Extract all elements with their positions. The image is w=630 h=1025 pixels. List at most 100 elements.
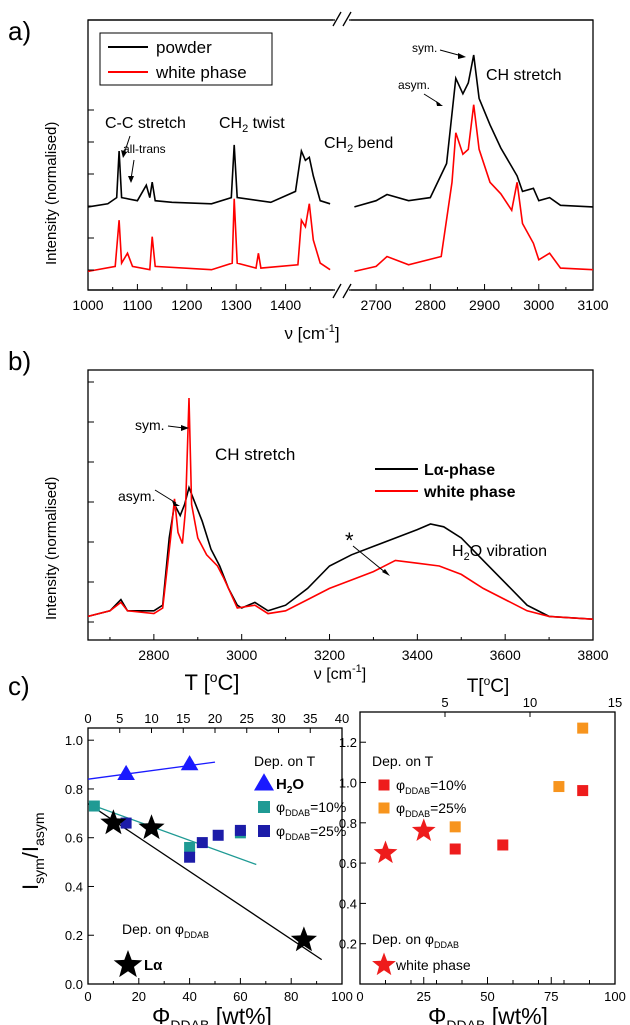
marker-square-brightred [577,785,589,797]
y-tick-label-c-left: 0.8 [65,782,83,797]
y-tick-label-c-left: 0.0 [65,977,83,992]
x-tick-label-c-right: 100 [604,989,626,1004]
x-tick-label-c-right: 50 [480,989,494,1004]
top-tick-label-c-right: 15 [608,695,622,710]
marker-square-orange [449,821,461,833]
annotation-ch-stretch-a: CH stretch [486,67,562,84]
legend-marker-phi25-right [378,802,390,814]
arrow-cc [123,135,131,155]
spectrum-powder-left [87,144,331,208]
y-axis-label-a: Intensity (normalised) [43,122,60,265]
legend-dep-phi-c-left: Dep. on φDDAB [122,921,209,940]
arrow-asym-b [154,489,177,504]
arrow-asterisk [352,545,387,574]
top-tick-label-c-left: 35 [303,711,317,726]
x-tick-label-c-right: 0 [356,989,363,1004]
x-tick-label-a: 1000 [72,297,103,313]
top-tick-label-c-left: 25 [240,711,254,726]
y-tick-label-c-right: 1.0 [339,776,357,791]
legend-label-phi25-c-right: φDDAB=25% [396,800,466,819]
panel-b: 2800 3000 3200 3400 3600 3800 Lα-phase white … [43,369,609,683]
y-tick-label-c-right: 0.2 [339,937,357,952]
fit-line-blue [87,761,216,780]
marker-square-teal [88,800,100,812]
legend-label-white-phase: white phase [155,63,247,82]
legend-label-phi25-c-left: φDDAB=25% [276,823,346,842]
top-tick-label-c-left: 40 [335,711,349,726]
x-tick-label-a: 2800 [415,297,446,313]
x-tick-label-a: 2900 [469,297,500,313]
x-tick-label-b: 3200 [314,647,345,663]
marker-star-black [138,814,165,840]
legend-dep-t-c-right: Dep. on T [372,753,434,769]
legend-label-powder: powder [156,38,212,57]
marker-triangle-blue [117,764,135,781]
arrowhead-sym-a [458,53,466,59]
legend-label-la: Lα-phase [424,462,495,479]
legend-dep-t-c-left: Dep. on T [254,753,316,769]
y-tick-label-c-left: 0.2 [65,928,83,943]
spectrum-white-phase-left [87,198,331,273]
y-ticks-b [88,381,94,623]
x-tick-label-b: 3800 [577,647,608,663]
x-tick-label-a: 1400 [270,297,301,313]
top-axis-label-c-left: T [oC] [184,669,239,695]
arrowhead-asym-b [172,501,180,506]
annotation-ch-stretch-b: CH stretch [215,445,295,464]
annotation-cc-stretch: C-C stretch [105,115,186,132]
x-tick-label-b: 3000 [226,647,257,663]
marker-star-brightred [373,840,398,864]
legend-label-white-b: white phase [423,484,516,501]
y-axis-label-c-left: Isym/Iasym [18,813,47,890]
y-tick-label-c-right: 0.8 [339,816,357,831]
legend-a: powder white phase [99,32,273,86]
top-tick-label-c-left: 15 [176,711,190,726]
top-tick-label-c-right: 5 [441,695,448,710]
annotation-asym-b: asym. [118,488,155,504]
spectrum-powder-right [354,54,594,208]
panel-label-c: c) [8,671,30,701]
annotation-asterisk: * [345,528,354,553]
arrowhead-asym-a [436,101,443,106]
legend-marker-phi25 [258,825,270,837]
legend-label-h2o: H2O [276,776,304,796]
legend-marker-h2o [254,773,274,791]
top-tick-label-c-right: 10 [523,695,537,710]
x-tick-label-a: 2700 [361,297,392,313]
annotation-h2o-vibration: H2O vibration [452,543,547,563]
marker-square-brightred [449,843,461,855]
x-tick-label-c-left: 100 [331,989,353,1004]
y-tick-label-c-left: 1.0 [65,733,83,748]
x-tick-label-b: 2800 [138,647,169,663]
x-tick-label-c-left: 40 [182,989,196,1004]
x-tick-label-b: 3400 [402,647,433,663]
arrowhead-sym-b [181,425,189,431]
marker-star-black [100,809,127,835]
legend-label-phi10-c-right: φDDAB=10% [396,777,466,796]
legend-marker-phi10 [258,801,270,813]
x-axis-label-c-left: ΦDDAB [wt%] [152,1003,272,1025]
x-tick-label-a: 3100 [577,297,608,313]
y-axis-label-b: Intensity (normalised) [43,477,60,620]
x-ticks-b: 2800 3000 3200 3400 3600 3800 [109,634,609,663]
annotation-sym-b: sym. [135,417,165,433]
marker-square-navy [234,824,246,836]
annotation-all-trans: all-trans [123,142,166,156]
marker-square-navy [196,837,208,849]
x-tick-label-c-right: 25 [417,989,431,1004]
spectra-b [87,397,594,620]
marker-square-navy [120,817,132,829]
y-tick-label-c-right: 1.2 [339,735,357,750]
spectra-a [87,54,594,273]
top-tick-label-c-left: 10 [144,711,158,726]
y-tick-label-c-left: 0.4 [65,879,83,894]
fit-line-teal [87,802,257,866]
legend-marker-phi10-right [378,779,390,791]
legend-b: Lα-phase white phase [375,462,516,501]
panel-c-left: 0 20 40 60 80 100 0 5 10 15 20 25 30 35 40 0.0 0.2 0.4 0.6… [18,669,353,1025]
legend-dep-phi-c-right: Dep. on φDDAB [372,931,459,950]
x-tick-label-c-left: 0 [84,989,91,1004]
marker-square-brightred [497,839,509,851]
